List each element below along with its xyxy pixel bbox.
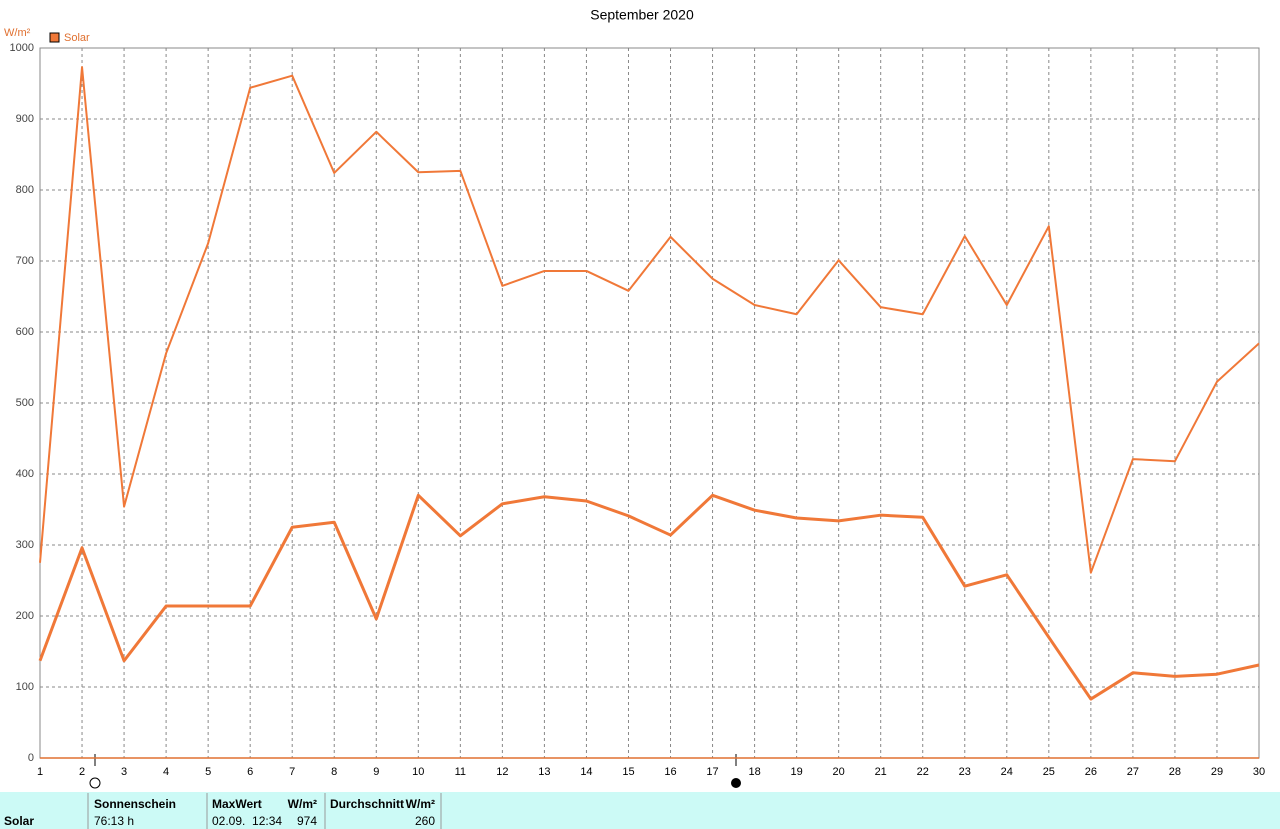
x-tick-label: 29 <box>1211 766 1223 778</box>
x-tick-label: 5 <box>205 766 211 778</box>
data-line <box>38 493 1260 701</box>
x-tick-label: 16 <box>664 766 676 778</box>
x-tick-label: 22 <box>917 766 929 778</box>
table-row-label: Solar <box>4 814 34 828</box>
moon-icon <box>731 778 741 788</box>
y-tick-label: 400 <box>16 468 34 480</box>
x-tick-label: 9 <box>373 766 379 778</box>
table-bg <box>0 792 1280 829</box>
x-tick-label: 17 <box>706 766 718 778</box>
table-header: Durchschnitt <box>330 797 404 811</box>
table-cell: 76:13 h <box>94 814 134 828</box>
table-cell: 260 <box>415 814 435 828</box>
x-tick-label: 10 <box>412 766 424 778</box>
x-tick-label: 13 <box>538 766 550 778</box>
chart-title: September 2020 <box>590 7 694 23</box>
y-tick-label: 300 <box>16 539 34 551</box>
x-tick-label: 24 <box>1001 766 1013 778</box>
x-tick-label: 4 <box>163 766 169 778</box>
legend-label: Solar <box>64 32 90 44</box>
y-unit: W/m² <box>4 27 31 39</box>
y-tick-label: 0 <box>28 752 34 764</box>
table-cell: 974 <box>297 814 317 828</box>
y-tick-label: 1000 <box>10 42 34 54</box>
y-tick-label: 900 <box>16 113 34 125</box>
x-tick-label: 26 <box>1085 766 1097 778</box>
y-tick-label: 600 <box>16 326 34 338</box>
x-tick-label: 27 <box>1127 766 1139 778</box>
x-tick-label: 14 <box>580 766 592 778</box>
table-cell: 02.09. 12:34 <box>212 814 282 828</box>
x-tick-label: 6 <box>247 766 253 778</box>
x-tick-label: 18 <box>748 766 760 778</box>
x-tick-label: 19 <box>790 766 802 778</box>
x-tick-label: 21 <box>875 766 887 778</box>
x-tick-label: 28 <box>1169 766 1181 778</box>
x-tick-label: 25 <box>1043 766 1055 778</box>
x-tick-label: 2 <box>79 766 85 778</box>
y-tick-label: 200 <box>16 610 34 622</box>
table-header: MaxWert <box>212 797 262 811</box>
legend-swatch <box>49 32 60 43</box>
x-tick-label: 8 <box>331 766 337 778</box>
moon-icon <box>89 777 101 789</box>
y-tick-label: 700 <box>16 255 34 267</box>
table-header: W/m² <box>288 797 317 811</box>
y-tick-label: 800 <box>16 184 34 196</box>
x-tick-label: 23 <box>959 766 971 778</box>
x-tick-label: 12 <box>496 766 508 778</box>
x-tick-label: 15 <box>622 766 634 778</box>
x-tick-label: 7 <box>289 766 295 778</box>
x-tick-label: 20 <box>833 766 845 778</box>
x-tick-label: 11 <box>455 766 466 778</box>
x-tick-label: 30 <box>1253 766 1265 778</box>
x-tick-label: 1 <box>37 766 43 778</box>
table-header: W/m² <box>406 797 435 811</box>
x-tick-label: 3 <box>121 766 127 778</box>
y-tick-label: 500 <box>16 397 34 409</box>
y-tick-label: 100 <box>16 681 34 693</box>
data-line <box>39 66 1260 574</box>
table-header: Sonnenschein <box>94 797 176 811</box>
